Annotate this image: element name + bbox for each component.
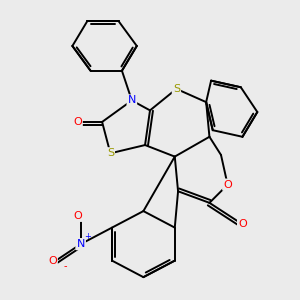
Text: O: O <box>48 256 57 266</box>
Text: O: O <box>223 180 232 190</box>
Text: -: - <box>63 262 67 272</box>
Text: S: S <box>173 84 180 94</box>
Text: S: S <box>107 148 114 158</box>
Text: N: N <box>76 239 85 249</box>
Text: N: N <box>128 95 136 106</box>
Text: +: + <box>85 232 92 242</box>
Text: O: O <box>73 211 82 221</box>
Text: O: O <box>238 219 247 229</box>
Text: O: O <box>73 117 82 127</box>
